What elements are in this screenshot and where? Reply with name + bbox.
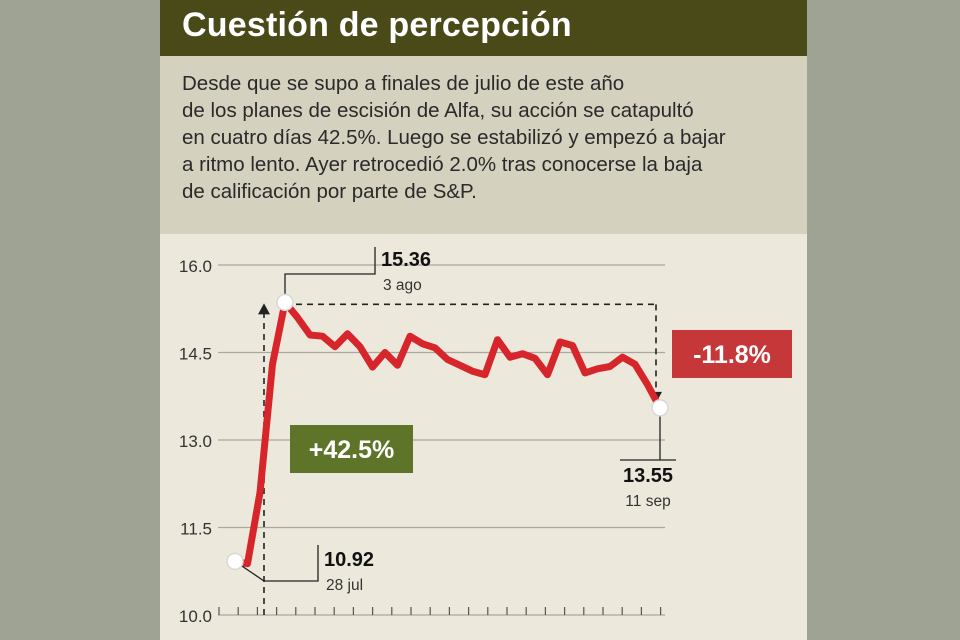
gain-badge-label: +42.5% [309,436,395,464]
description-line: a ritmo lento. Ayer retrocedió 2.0% tras… [182,153,703,176]
description-line: de calificación por parte de S&P. [182,180,477,203]
start-point [226,552,244,571]
gain-badge [290,425,413,473]
end-value-label: 13.55 [623,465,673,487]
infographic-card: Cuestión de percepción Desde que se supo… [160,0,807,640]
page-title: Cuestión de percepción [182,6,572,44]
start-value-label: 10.92 [324,549,374,571]
peak-value-label: 15.36 [381,249,431,271]
title-bar: Cuestión de percepción [160,0,807,56]
peak-label-leader [284,247,376,301]
peak-point [276,293,294,312]
description-box: Desde que se supo a finales de julio de … [160,56,807,234]
loss-badge [672,330,792,378]
y-tick-label: 10.0 [179,607,212,626]
loss-badge-label: -11.8% [693,341,771,369]
description-line: en cuatro días 42.5%. Luego se estabiliz… [182,126,726,149]
end-point [651,399,669,417]
y-tick-label: 13.0 [179,432,212,451]
y-tick-label: 14.5 [179,345,212,364]
description-line: Desde que se supo a finales de julio de … [182,72,625,95]
series-line [231,298,664,568]
y-tick-label: 16.0 [179,257,212,276]
y-tick-label: 11.5 [180,520,212,539]
start-label-leader [234,545,319,582]
gain-arrow-head [258,303,270,315]
description-line: de los planes de escisión de Alfa, su ac… [182,99,694,122]
peak-date-label: 3 ago [383,277,422,294]
end-date-label: 11 sep [625,493,670,510]
start-date-label: 28 jul [326,577,363,594]
